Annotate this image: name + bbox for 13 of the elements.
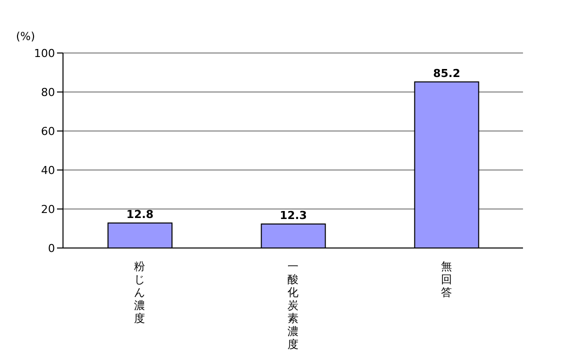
x-tick-label: 無回答 xyxy=(440,260,452,299)
y-tick-label: 40 xyxy=(41,164,55,177)
y-tick-label: 0 xyxy=(48,242,55,255)
data-label: 12.3 xyxy=(280,209,307,222)
y-tick-label: 20 xyxy=(41,202,55,216)
x-tick-label: 粉じん濃度 xyxy=(134,260,146,325)
x-tick-label: 一酸化炭素濃度 xyxy=(288,260,298,351)
y-tick-label: 60 xyxy=(41,124,55,138)
data-label: 12.8 xyxy=(126,208,154,222)
y-tick-label: 80 xyxy=(41,86,55,99)
data-label: 85.2 xyxy=(433,66,460,80)
y-tick-label: 100 xyxy=(34,46,55,60)
y-axis-title: (%) xyxy=(16,30,36,43)
